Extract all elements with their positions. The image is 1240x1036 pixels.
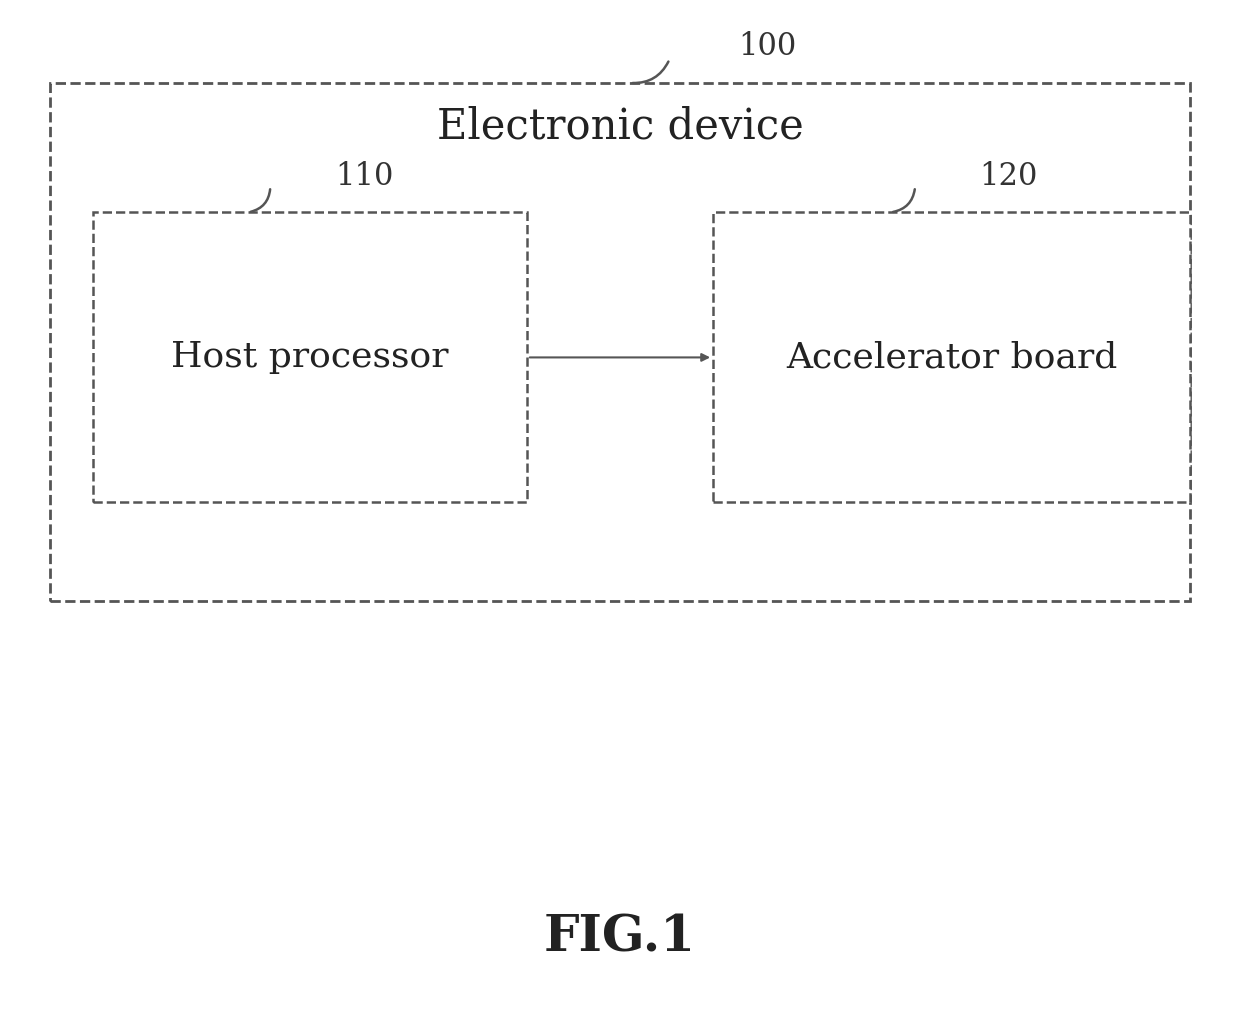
Bar <box>93 212 527 502</box>
Text: 110: 110 <box>335 161 393 192</box>
Text: 100: 100 <box>738 31 796 62</box>
Bar <box>713 212 1190 502</box>
Text: 120: 120 <box>980 161 1038 192</box>
Text: FIG.1: FIG.1 <box>544 913 696 962</box>
Bar <box>50 83 1190 601</box>
Text: Host processor: Host processor <box>171 341 449 374</box>
Text: Electronic device: Electronic device <box>436 106 804 147</box>
Text: Accelerator board: Accelerator board <box>786 341 1118 374</box>
